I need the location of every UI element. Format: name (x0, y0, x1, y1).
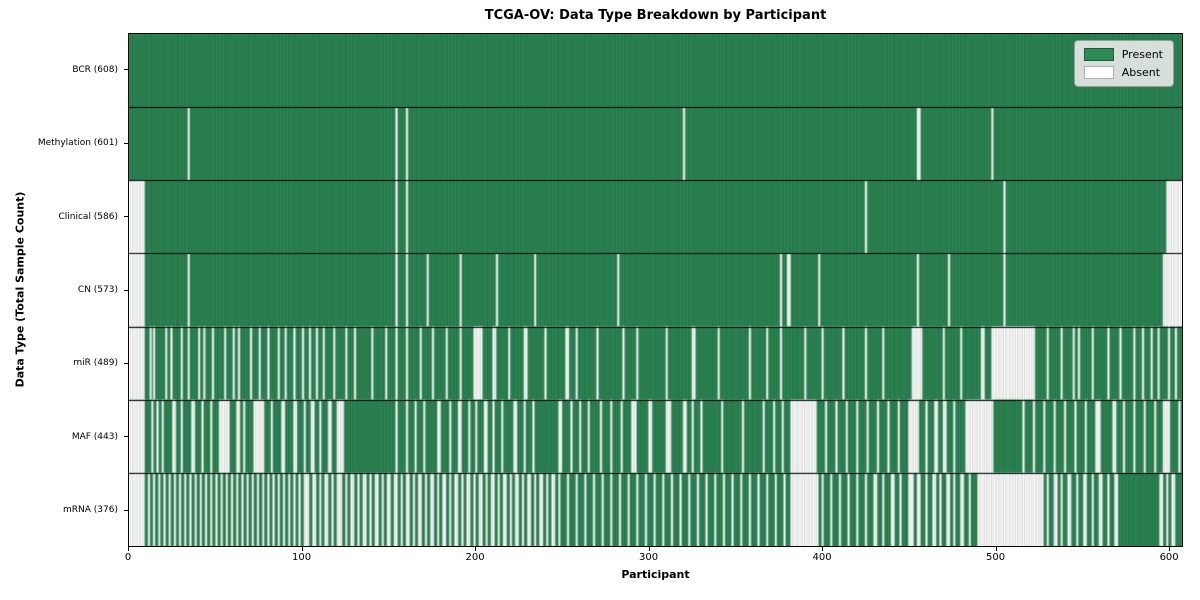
heatmap-canvas (129, 34, 1182, 546)
y-tick-mark (124, 69, 128, 71)
y-tick-mark (124, 362, 128, 364)
x-tick-mark (648, 547, 650, 551)
x-tick-mark (822, 547, 824, 551)
x-tick-mark (1169, 547, 1171, 551)
x-tick-mark (475, 547, 477, 551)
absent-swatch-icon (1083, 66, 1114, 79)
chart-title: TCGA-OV: Data Type Breakdown by Particip… (484, 8, 827, 23)
y-tick-label: CN (573) (77, 285, 118, 295)
x-tick-label: 600 (1159, 552, 1179, 563)
legend-item-present: Present (1083, 48, 1163, 61)
y-tick-mark (124, 509, 128, 511)
plot-area: Present Absent (128, 33, 1183, 547)
present-swatch-icon (1083, 48, 1114, 61)
x-axis-label: Participant (621, 568, 690, 581)
y-tick-mark (124, 289, 128, 291)
y-tick-mark (124, 142, 128, 144)
y-tick-mark (124, 436, 128, 438)
legend: Present Absent (1073, 40, 1174, 87)
y-tick-label: Clinical (586) (58, 211, 118, 222)
y-tick-label: BCR (608) (72, 64, 118, 75)
x-tick-label: 300 (639, 552, 659, 563)
x-tick-mark (128, 547, 129, 551)
y-tick-label: mRNA (376) (63, 505, 118, 516)
x-tick-label: 100 (291, 552, 312, 563)
x-tick-label: 200 (465, 552, 485, 563)
y-tick-label: MAF (443) (71, 431, 118, 442)
y-tick-label: miR (489) (73, 358, 118, 369)
legend-item-absent: Absent (1083, 66, 1163, 79)
y-tick-label: Methylation (601) (37, 138, 118, 149)
y-axis-tick-area: BCR (608) Methylation (601) Clinical (586)… (0, 33, 128, 547)
x-tick-label: 400 (812, 552, 832, 563)
legend-label-present: Present (1121, 48, 1163, 61)
x-tick-mark (995, 547, 997, 551)
x-tick-label: 500 (986, 552, 1006, 563)
y-tick-mark (124, 216, 128, 218)
x-tick-label: 0 (124, 552, 132, 563)
x-tick-mark (301, 547, 303, 551)
legend-label-absent: Absent (1121, 66, 1161, 79)
